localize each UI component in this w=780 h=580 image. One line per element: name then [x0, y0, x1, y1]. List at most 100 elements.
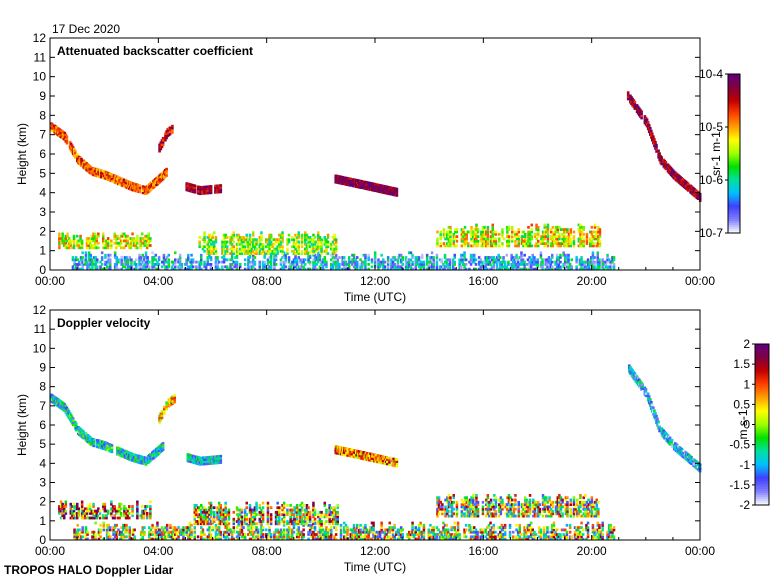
data-cell	[113, 526, 117, 529]
data-cell	[443, 533, 447, 536]
data-cell	[367, 535, 370, 539]
data-cell	[570, 265, 573, 269]
data-cell	[274, 535, 278, 539]
data-cell	[208, 256, 211, 259]
data-cell	[167, 253, 170, 257]
data-cell	[279, 260, 283, 264]
data-cell	[396, 537, 400, 541]
data-cell	[349, 533, 352, 536]
data-cell	[93, 244, 97, 247]
data-cell	[321, 535, 325, 539]
data-cell	[585, 260, 588, 264]
data-cell	[468, 537, 471, 541]
data-cell	[658, 152, 661, 155]
data-cell	[406, 533, 409, 536]
data-cell	[182, 533, 185, 536]
data-cell	[569, 230, 572, 234]
data-cell	[297, 526, 300, 529]
colorbar-cell	[728, 75, 740, 79]
data-cell	[208, 238, 211, 242]
data-cell	[129, 244, 133, 247]
data-cell	[214, 263, 218, 266]
data-cell	[269, 267, 273, 271]
data-cell	[536, 258, 539, 262]
data-cell	[105, 260, 109, 264]
data-cell	[492, 260, 495, 264]
data-cell	[477, 267, 481, 271]
data-cell	[165, 172, 168, 175]
data-cell	[568, 523, 572, 527]
data-cell	[640, 117, 643, 120]
data-cell	[107, 260, 110, 264]
data-cell	[208, 528, 211, 532]
data-cell	[144, 253, 148, 257]
data-cell	[86, 263, 89, 266]
colorbar-cell	[728, 207, 740, 210]
data-cell	[454, 228, 457, 231]
data-cell	[422, 267, 426, 271]
data-cell	[291, 528, 294, 532]
data-cell	[123, 258, 127, 262]
data-cell	[200, 263, 203, 266]
data-cell	[282, 260, 286, 264]
data-cell	[556, 239, 559, 243]
data-cell	[63, 505, 66, 508]
data-cell	[419, 260, 422, 264]
data-cell	[299, 260, 302, 264]
data-cell	[148, 535, 151, 539]
data-cell	[458, 537, 461, 541]
colorbar-cell	[728, 109, 740, 113]
data-cell	[377, 260, 380, 264]
data-cell	[193, 504, 196, 507]
data-cell	[399, 267, 403, 271]
data-cell	[416, 533, 419, 536]
data-cell	[110, 500, 113, 504]
data-cell	[445, 265, 448, 269]
data-cell	[567, 232, 571, 236]
data-cell	[201, 245, 205, 249]
data-cell	[552, 523, 556, 527]
data-cell	[398, 265, 401, 269]
data-cell	[558, 242, 561, 245]
data-cell	[138, 263, 141, 266]
data-cell	[487, 260, 491, 264]
data-cell	[72, 234, 76, 238]
data-cell	[432, 265, 435, 269]
data-cell	[492, 265, 495, 269]
data-cell	[222, 260, 226, 264]
data-cell	[119, 507, 123, 511]
data-cell	[449, 232, 452, 236]
data-cell	[554, 230, 558, 234]
data-cell	[528, 526, 531, 529]
colorbar-tick-label: 10-7	[699, 226, 723, 240]
data-cell	[198, 513, 201, 516]
data-cell	[138, 186, 142, 189]
data-cell	[211, 252, 214, 255]
data-cell	[217, 260, 221, 264]
data-cell	[443, 256, 447, 259]
data-cell	[494, 258, 497, 262]
data-cell	[490, 530, 494, 534]
data-cell	[141, 253, 144, 257]
data-cell	[352, 523, 356, 527]
data-cell	[480, 239, 483, 243]
data-cell	[294, 260, 297, 264]
data-cell	[442, 235, 446, 238]
data-cell	[320, 245, 323, 249]
data-cell	[367, 530, 370, 534]
data-cell	[427, 528, 430, 532]
data-cell	[549, 537, 552, 541]
data-cell	[206, 192, 210, 195]
data-cell	[545, 230, 548, 234]
data-cell	[175, 528, 179, 532]
data-cell	[473, 260, 476, 264]
data-cell	[569, 232, 572, 236]
data-cell	[598, 228, 602, 231]
data-cell	[156, 537, 159, 541]
data-cell	[130, 265, 133, 269]
data-cell	[286, 533, 289, 536]
data-cell	[260, 252, 263, 255]
data-cell	[58, 239, 61, 243]
data-cell	[566, 244, 569, 248]
data-cell	[521, 263, 525, 266]
